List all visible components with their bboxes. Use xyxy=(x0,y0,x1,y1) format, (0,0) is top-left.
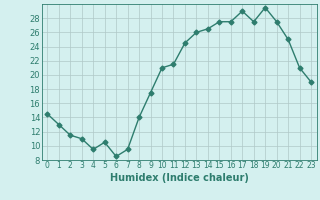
X-axis label: Humidex (Indice chaleur): Humidex (Indice chaleur) xyxy=(110,173,249,183)
